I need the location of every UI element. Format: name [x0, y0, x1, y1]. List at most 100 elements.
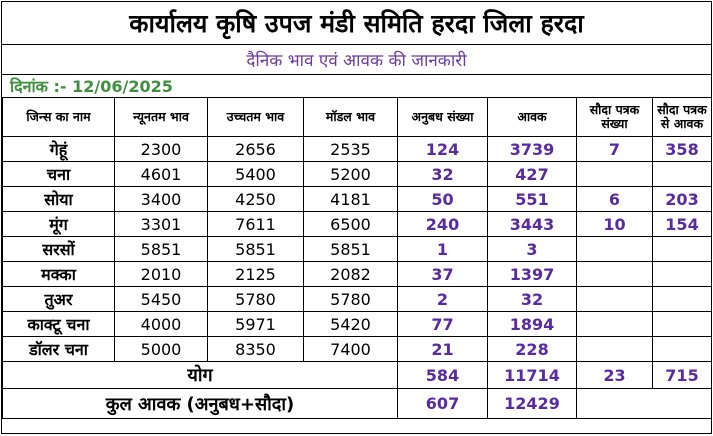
commodity-name-cell: मूंग — [2, 211, 115, 237]
min-price-cell: 5000 — [114, 336, 208, 362]
total-row: योग 584 11714 23 715 — [2, 361, 712, 389]
min-price-cell: 5450 — [114, 286, 208, 312]
total-anubadh: 584 — [397, 361, 488, 389]
date-label: दिनांक :- 12/06/2025 — [10, 77, 173, 96]
sauda-count-cell: 7 — [576, 136, 653, 162]
sauda-arrival-cell — [652, 336, 712, 362]
sauda-arrival-cell: 358 — [652, 136, 712, 162]
table-body: गेहूं 2300 2656 2535 124 3739 7 358 चना 4601 5400 5… — [2, 136, 712, 362]
total-sauda-aavak: 715 — [652, 361, 712, 389]
grand-total-aavak: 12429 — [487, 388, 577, 419]
header-commodity: जिन्स का नाम — [2, 97, 115, 137]
model-price-cell: 6500 — [303, 211, 398, 237]
anubadh-count-cell: 21 — [397, 336, 488, 362]
anubadh-count-cell: 50 — [397, 186, 488, 212]
table-row: मक्का 2010 2125 2082 37 1397 — [2, 261, 712, 287]
model-price-cell: 5420 — [303, 311, 398, 337]
sauda-arrival-cell: 154 — [652, 211, 712, 237]
anubadh-count-cell: 77 — [397, 311, 488, 337]
grand-total-label: कुल आवक (अनुबध+सौदा) — [2, 388, 398, 419]
commodity-name-cell: सोया — [2, 186, 115, 212]
header-anubadh-count: अनुबध संख्या — [397, 97, 488, 137]
sauda-arrival-cell — [652, 236, 712, 262]
max-price-cell: 2656 — [207, 136, 304, 162]
model-price-cell: 5780 — [303, 286, 398, 312]
arrival-cell: 3 — [487, 236, 577, 262]
header-max-price: उच्चतम भाव — [207, 97, 304, 137]
arrival-cell: 551 — [487, 186, 577, 212]
arrival-cell: 32 — [487, 286, 577, 312]
sauda-arrival-cell — [652, 261, 712, 287]
model-price-cell: 2082 — [303, 261, 398, 287]
header-arrival: आवक — [487, 97, 577, 137]
header-sauda-arrival: सौदा पत्रक से आवक — [652, 97, 712, 137]
max-price-cell: 5400 — [207, 161, 304, 187]
anubadh-count-cell: 37 — [397, 261, 488, 287]
table-row: सरसों 5851 5851 5851 1 3 — [2, 236, 712, 262]
arrival-cell: 228 — [487, 336, 577, 362]
sauda-count-cell — [576, 161, 653, 187]
sauda-arrival-cell — [652, 161, 712, 187]
table-header-row: जिन्स का नाम न्यूनतम भाव उच्चतम भाव मॉडल… — [2, 97, 712, 137]
min-price-cell: 3301 — [114, 211, 208, 237]
min-price-cell: 3400 — [114, 186, 208, 212]
header-min-price: न्यूनतम भाव — [114, 97, 208, 137]
total-label: योग — [2, 361, 398, 389]
header-sauda-count: सौदा पत्रक संख्या — [576, 97, 653, 137]
sauda-arrival-cell — [652, 311, 712, 337]
arrival-cell: 3443 — [487, 211, 577, 237]
header-model-price: मॉडल भाव — [303, 97, 398, 137]
max-price-cell: 5851 — [207, 236, 304, 262]
anubadh-count-cell: 1 — [397, 236, 488, 262]
sauda-count-cell — [576, 236, 653, 262]
model-price-cell: 4181 — [303, 186, 398, 212]
anubadh-count-cell: 32 — [397, 161, 488, 187]
sauda-count-cell — [576, 286, 653, 312]
commodity-name-cell: डॉलर चना — [2, 336, 115, 362]
model-price-cell: 2535 — [303, 136, 398, 162]
model-price-cell: 5200 — [303, 161, 398, 187]
total-aavak: 11714 — [487, 361, 577, 389]
min-price-cell: 2300 — [114, 136, 208, 162]
grand-total-empty — [576, 388, 712, 419]
table-row: चना 4601 5400 5200 32 427 — [2, 161, 712, 187]
arrival-cell: 3739 — [487, 136, 577, 162]
sauda-count-cell: 6 — [576, 186, 653, 212]
table-row: तुअर 5450 5780 5780 2 32 — [2, 286, 712, 312]
max-price-cell: 2125 — [207, 261, 304, 287]
model-price-cell: 5851 — [303, 236, 398, 262]
max-price-cell: 8350 — [207, 336, 304, 362]
grand-total-anubadh: 607 — [397, 388, 488, 419]
sauda-count-cell — [576, 261, 653, 287]
arrival-cell: 1397 — [487, 261, 577, 287]
table-row: मूंग 3301 7611 6500 240 3443 10 154 — [2, 211, 712, 237]
page-title: कार्यालय कृषि उपज मंडी समिति हरदा जिला ह… — [2, 2, 711, 45]
anubadh-count-cell: 240 — [397, 211, 488, 237]
sauda-count-cell: 10 — [576, 211, 653, 237]
commodity-name-cell: मक्का — [2, 261, 115, 287]
anubadh-count-cell: 2 — [397, 286, 488, 312]
commodity-name-cell: काक्टू चना — [2, 311, 115, 337]
sauda-count-cell — [576, 311, 653, 337]
total-sauda-count: 23 — [576, 361, 653, 389]
sauda-count-cell — [576, 336, 653, 362]
commodity-name-cell: गेहूं — [2, 136, 115, 162]
price-table: जिन्स का नाम न्यूनतम भाव उच्चतम भाव मॉडल… — [2, 97, 712, 419]
min-price-cell: 4601 — [114, 161, 208, 187]
arrival-cell: 1894 — [487, 311, 577, 337]
table-row: डॉलर चना 5000 8350 7400 21 228 — [2, 336, 712, 362]
table-row: सोया 3400 4250 4181 50 551 6 203 — [2, 186, 712, 212]
max-price-cell: 5971 — [207, 311, 304, 337]
grand-total-row: कुल आवक (अनुबध+सौदा) 607 12429 — [2, 388, 712, 419]
model-price-cell: 7400 — [303, 336, 398, 362]
commodity-name-cell: चना — [2, 161, 115, 187]
max-price-cell: 5780 — [207, 286, 304, 312]
page-subtitle: दैनिक भाव एवं आवक की जानकारी — [2, 45, 711, 75]
sauda-arrival-cell — [652, 286, 712, 312]
min-price-cell: 2010 — [114, 261, 208, 287]
min-price-cell: 5851 — [114, 236, 208, 262]
sauda-arrival-cell: 203 — [652, 186, 712, 212]
table-row: काक्टू चना 4000 5971 5420 77 1894 — [2, 311, 712, 337]
table-row: गेहूं 2300 2656 2535 124 3739 7 358 — [2, 136, 712, 162]
